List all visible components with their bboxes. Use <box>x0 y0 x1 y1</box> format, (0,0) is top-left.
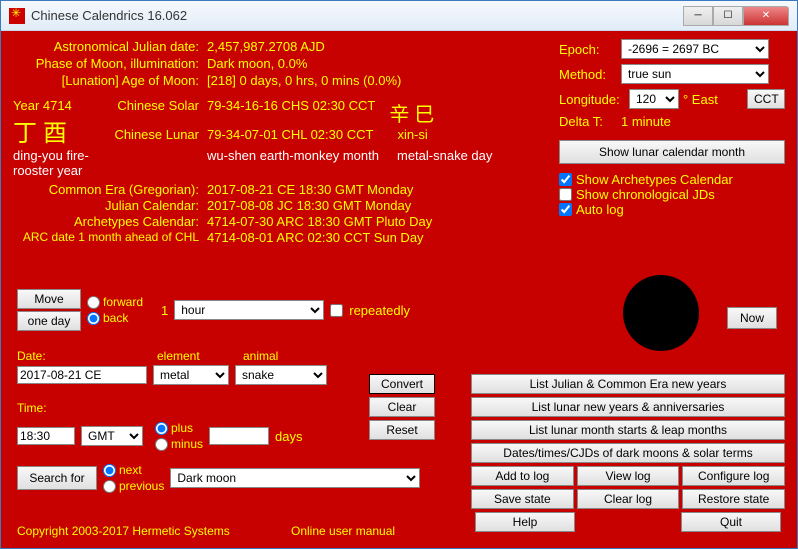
radio-plus[interactable] <box>155 422 168 435</box>
phase-label: Phase of Moon, illumination: <box>13 56 207 71</box>
radio-minus[interactable] <box>155 438 168 451</box>
ce-label: Common Era (Gregorian): <box>13 182 207 197</box>
delta-label: Delta T: <box>559 114 617 129</box>
days-label: days <box>275 429 302 444</box>
close-button[interactable]: ✕ <box>743 6 789 26</box>
maximize-button[interactable]: ☐ <box>713 6 743 26</box>
reset-button[interactable]: Reset <box>369 420 435 440</box>
lunation-value: [218] 0 days, 0 hrs, 0 mins (0.0%) <box>207 73 401 88</box>
tz-select[interactable]: GMT <box>81 426 143 446</box>
time-label: Time: <box>17 401 302 415</box>
lunar-label: Chinese Lunar <box>109 127 207 142</box>
back-label: back <box>103 311 128 325</box>
previous-label: previous <box>119 479 164 493</box>
show-lunar-month-button[interactable]: Show lunar calendar month <box>559 140 785 164</box>
animal-select[interactable]: snake <box>235 365 327 385</box>
moon-phase-circle <box>623 275 699 351</box>
one-day-button[interactable]: one day <box>17 311 81 331</box>
restore-state-button[interactable]: Restore state <box>682 489 785 509</box>
radio-forward[interactable] <box>87 296 100 309</box>
titlebar: Chinese Calendrics 16.062 ─ ☐ ✕ <box>1 1 797 31</box>
add-log-button[interactable]: Add to log <box>471 466 574 486</box>
app-icon <box>9 8 25 24</box>
now-button[interactable]: Now <box>727 307 777 329</box>
date-input[interactable] <box>17 366 147 384</box>
delta-value: 1 minute <box>621 114 671 129</box>
chk-autolog[interactable] <box>559 203 572 216</box>
cct-button[interactable]: CCT <box>747 89 785 109</box>
phase-value: Dark moon, 0.0% <box>207 56 307 71</box>
arc-label: Archetypes Calendar: <box>13 214 207 229</box>
xin-si: xin-si <box>397 127 427 142</box>
move-unit-select[interactable]: hour <box>174 300 324 320</box>
radio-previous[interactable] <box>103 480 116 493</box>
sub-year: ding-you fire-rooster year <box>13 148 109 178</box>
list-julian-button[interactable]: List Julian & Common Era new years <box>471 374 785 394</box>
repeatedly-label: repeatedly <box>349 303 410 318</box>
chk-archetypes[interactable] <box>559 173 572 186</box>
time-input[interactable] <box>17 427 75 445</box>
xin-chinese: 辛 巳 <box>389 98 434 127</box>
chk-archetypes-label: Show Archetypes Calendar <box>576 172 733 187</box>
ce-value: 2017-08-21 CE 18:30 GMT Monday <box>207 182 413 197</box>
lunar-value: 79-34-07-01 CHL 02:30 CCT <box>207 127 373 142</box>
radio-next[interactable] <box>103 464 116 477</box>
method-select[interactable]: true sun <box>621 64 769 84</box>
search-target-select[interactable]: Dark moon <box>170 468 420 488</box>
search-for-button[interactable]: Search for <box>17 466 97 490</box>
minimize-button[interactable]: ─ <box>683 6 713 26</box>
forward-label: forward <box>103 295 143 309</box>
move-count: 1 <box>161 303 168 318</box>
convert-button[interactable]: Convert <box>369 374 435 394</box>
date-label: Date: <box>17 349 147 363</box>
arc2-value: 4714-08-01 ARC 02:30 CCT Sun Day <box>207 230 424 245</box>
sub-month: wu-shen earth-monkey month <box>207 148 397 178</box>
configure-log-button[interactable]: Configure log <box>682 466 785 486</box>
epoch-select[interactable]: -2696 = 2697 BC <box>621 39 769 59</box>
window-title: Chinese Calendrics 16.062 <box>31 8 683 23</box>
days-input[interactable] <box>209 427 269 445</box>
animal-label: animal <box>243 349 278 363</box>
east-label: ° East <box>683 92 718 107</box>
move-button[interactable]: Move <box>17 289 81 309</box>
help-button[interactable]: Help <box>475 512 575 532</box>
next-label: next <box>119 463 142 477</box>
ajd-value: 2,457,987.2708 AJD <box>207 39 325 54</box>
list-lunar-years-button[interactable]: List lunar new years & anniversaries <box>471 397 785 417</box>
radio-back[interactable] <box>87 312 100 325</box>
quit-button[interactable]: Quit <box>681 512 781 532</box>
clear-button[interactable]: Clear <box>369 397 435 417</box>
lunation-label: [Lunation] Age of Moon: <box>13 73 207 88</box>
save-state-button[interactable]: Save state <box>471 489 574 509</box>
year-label: Year 4714 <box>13 98 109 113</box>
dates-times-button[interactable]: Dates/times/CJDs of dark moons & solar t… <box>471 443 785 463</box>
clear-log-button[interactable]: Clear log <box>577 489 680 509</box>
ajd-label: Astronomical Julian date: <box>13 39 207 54</box>
arc2-label: ARC date 1 month ahead of CHL <box>13 230 207 245</box>
chk-chrono-label: Show chronological JDs <box>576 187 715 202</box>
jc-value: 2017-08-08 JC 18:30 GMT Monday <box>207 198 411 213</box>
minus-label: minus <box>171 437 203 451</box>
jc-label: Julian Calendar: <box>13 198 207 213</box>
chk-repeatedly[interactable] <box>330 304 343 317</box>
copyright: Copyright 2003-2017 Hermetic Systems <box>17 524 230 538</box>
method-label: Method: <box>559 67 617 82</box>
element-select[interactable]: metal <box>153 365 229 385</box>
view-log-button[interactable]: View log <box>577 466 680 486</box>
longitude-select[interactable]: 120 <box>629 89 679 109</box>
online-manual-link[interactable]: Online user manual <box>291 524 395 538</box>
chk-chrono[interactable] <box>559 188 572 201</box>
solar-label: Chinese Solar <box>109 98 207 127</box>
year-chinese: 丁 酉 <box>13 113 109 148</box>
longitude-label: Longitude: <box>559 92 625 107</box>
solar-value: 79-34-16-16 CHS 02:30 CCT <box>207 98 375 127</box>
sub-day: metal-snake day <box>397 148 492 178</box>
list-lunar-months-button[interactable]: List lunar month starts & leap months <box>471 420 785 440</box>
epoch-label: Epoch: <box>559 42 617 57</box>
element-label: element <box>157 349 233 363</box>
arc-value: 4714-07-30 ARC 18:30 GMT Pluto Day <box>207 214 432 229</box>
chk-autolog-label: Auto log <box>576 202 624 217</box>
plus-label: plus <box>171 421 193 435</box>
